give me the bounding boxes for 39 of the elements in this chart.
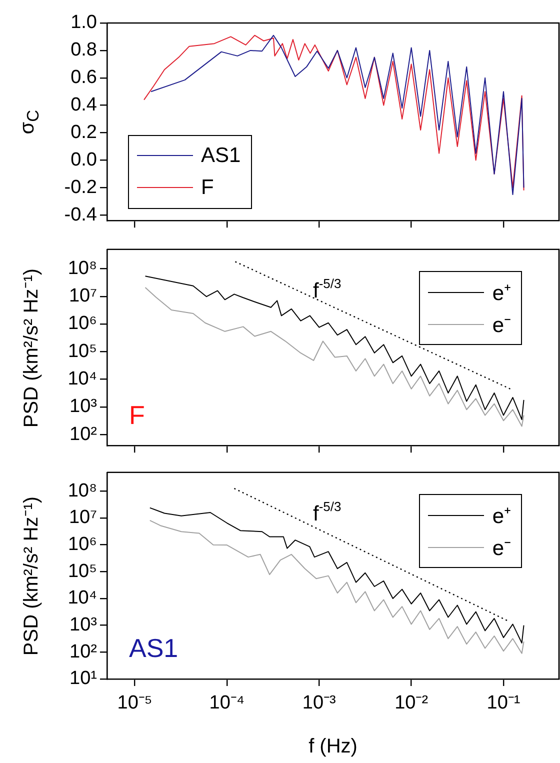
x-tick-label: 10⁻² — [394, 692, 428, 714]
y-tick-label: 10⁶ — [68, 534, 97, 556]
y-tick-label: 0.8 — [70, 40, 97, 61]
x-tick-label: 10⁻⁵ — [117, 692, 152, 714]
text: F — [129, 400, 145, 431]
x-tick-label: 10⁻¹ — [486, 692, 520, 714]
legend-label: e⁻ — [492, 536, 511, 562]
y-tick-label: 10⁶ — [68, 313, 97, 334]
y-tick-label: 0.2 — [70, 122, 97, 144]
y-tick-label: 0.0 — [70, 149, 97, 170]
y-tick-label: 10⁵ — [68, 340, 97, 362]
y-tick-label: 0.4 — [70, 94, 98, 116]
y-tick-label: 10⁸ — [68, 258, 97, 279]
legend-label: F — [201, 176, 214, 200]
y-axis-title: PSD (km²/s² Hz⁻¹) — [20, 268, 44, 428]
x-tick-label: 10⁻³ — [302, 692, 336, 714]
y-tick-label: 1.0 — [70, 12, 97, 34]
y-tick-label: 10⁴ — [68, 588, 97, 609]
y-tick-label: 10² — [70, 641, 97, 662]
legend-label: e⁺ — [492, 281, 511, 306]
x-tick-label: 10⁻⁴ — [209, 692, 245, 714]
y-tick-label: 10⁷ — [68, 286, 98, 307]
y-tick-label: 10⁴ — [68, 368, 97, 390]
y-tick-label: 10¹ — [70, 668, 97, 690]
y-tick-label: 0.6 — [70, 67, 97, 88]
legend-label: AS1 — [201, 144, 241, 168]
x-axis-title: f (Hz) — [308, 736, 358, 758]
text: AS1 — [129, 633, 178, 664]
y-tick-label: 10⁷ — [68, 507, 98, 528]
legend-label: e⁺ — [492, 504, 511, 530]
y-tick-label: 10⁸ — [68, 480, 97, 502]
y-tick-label: -0.2 — [64, 176, 97, 198]
y-tick-label: 10³ — [70, 396, 97, 418]
y-tick-label: 10³ — [70, 614, 97, 636]
legend-label: e⁻ — [492, 313, 511, 338]
y-axis-title: PSD (km²/s² Hz⁻¹) — [20, 496, 44, 656]
y-tick-label: 10⁵ — [68, 560, 97, 582]
y-tick-label: 10² — [70, 424, 97, 445]
y-tick-label: -0.4 — [64, 204, 98, 226]
